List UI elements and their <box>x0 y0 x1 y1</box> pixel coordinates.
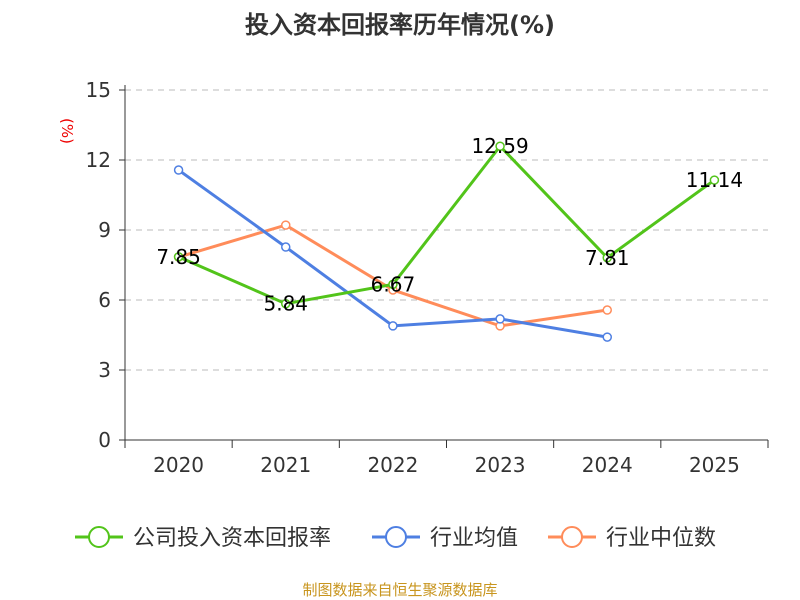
x-tick-label: 2024 <box>582 453 633 477</box>
data-point[interactable] <box>388 321 398 331</box>
y-tick-label: 3 <box>98 358 111 382</box>
legend-label: 行业中位数 <box>606 526 716 551</box>
legend-circle-icon <box>561 526 583 548</box>
data-point[interactable] <box>281 242 291 252</box>
data-point[interactable] <box>173 165 184 175</box>
data-point[interactable] <box>602 332 612 342</box>
source-note: 制图数据来自恒生聚源数据库 <box>302 581 497 599</box>
data-label: 7.81 <box>585 246 630 270</box>
data-point[interactable] <box>173 252 184 262</box>
y-tick-label: 0 <box>98 428 111 452</box>
data-label: 7.85 <box>156 245 201 269</box>
data-point[interactable] <box>602 305 612 315</box>
y-tick-label: 15 <box>86 78 111 102</box>
chart-title: 投入资本回报率历年情况(%) <box>245 11 555 39</box>
data-point[interactable] <box>281 298 291 309</box>
y-tick-label: 6 <box>98 288 111 312</box>
series-line <box>177 168 608 339</box>
data-point[interactable] <box>388 279 398 290</box>
x-tick-label: 2023 <box>475 453 526 477</box>
data-point[interactable] <box>495 314 505 324</box>
series-line <box>177 143 716 306</box>
y-tick-label: 12 <box>86 148 111 172</box>
legend-circle-icon <box>385 526 407 548</box>
data-point[interactable] <box>495 141 505 151</box>
data-point[interactable] <box>709 175 720 185</box>
x-tick-label: 2022 <box>367 453 418 477</box>
legend-item[interactable]: 公司投入资本回报率 <box>75 526 331 551</box>
data-label: 6.67 <box>371 272 416 296</box>
x-tick-label: 2021 <box>260 453 311 477</box>
y-tick-label: 9 <box>98 218 111 242</box>
data-label: 11.14 <box>686 168 743 192</box>
legend-item[interactable]: 行业均值 <box>372 526 518 551</box>
data-label: 12.59 <box>471 134 528 158</box>
x-tick-label: 2025 <box>689 453 740 477</box>
legend-label: 公司投入资本回报率 <box>133 526 331 551</box>
data-label: 5.84 <box>263 292 308 316</box>
legend-item[interactable]: 行业中位数 <box>548 526 716 551</box>
data-point[interactable] <box>281 220 291 230</box>
data-point[interactable] <box>602 253 612 263</box>
legend-label: 行业均值 <box>430 526 518 551</box>
x-tick-label: 2020 <box>153 453 204 477</box>
y-axis-label: (%) <box>58 118 76 144</box>
legend-circle-icon <box>88 526 110 548</box>
